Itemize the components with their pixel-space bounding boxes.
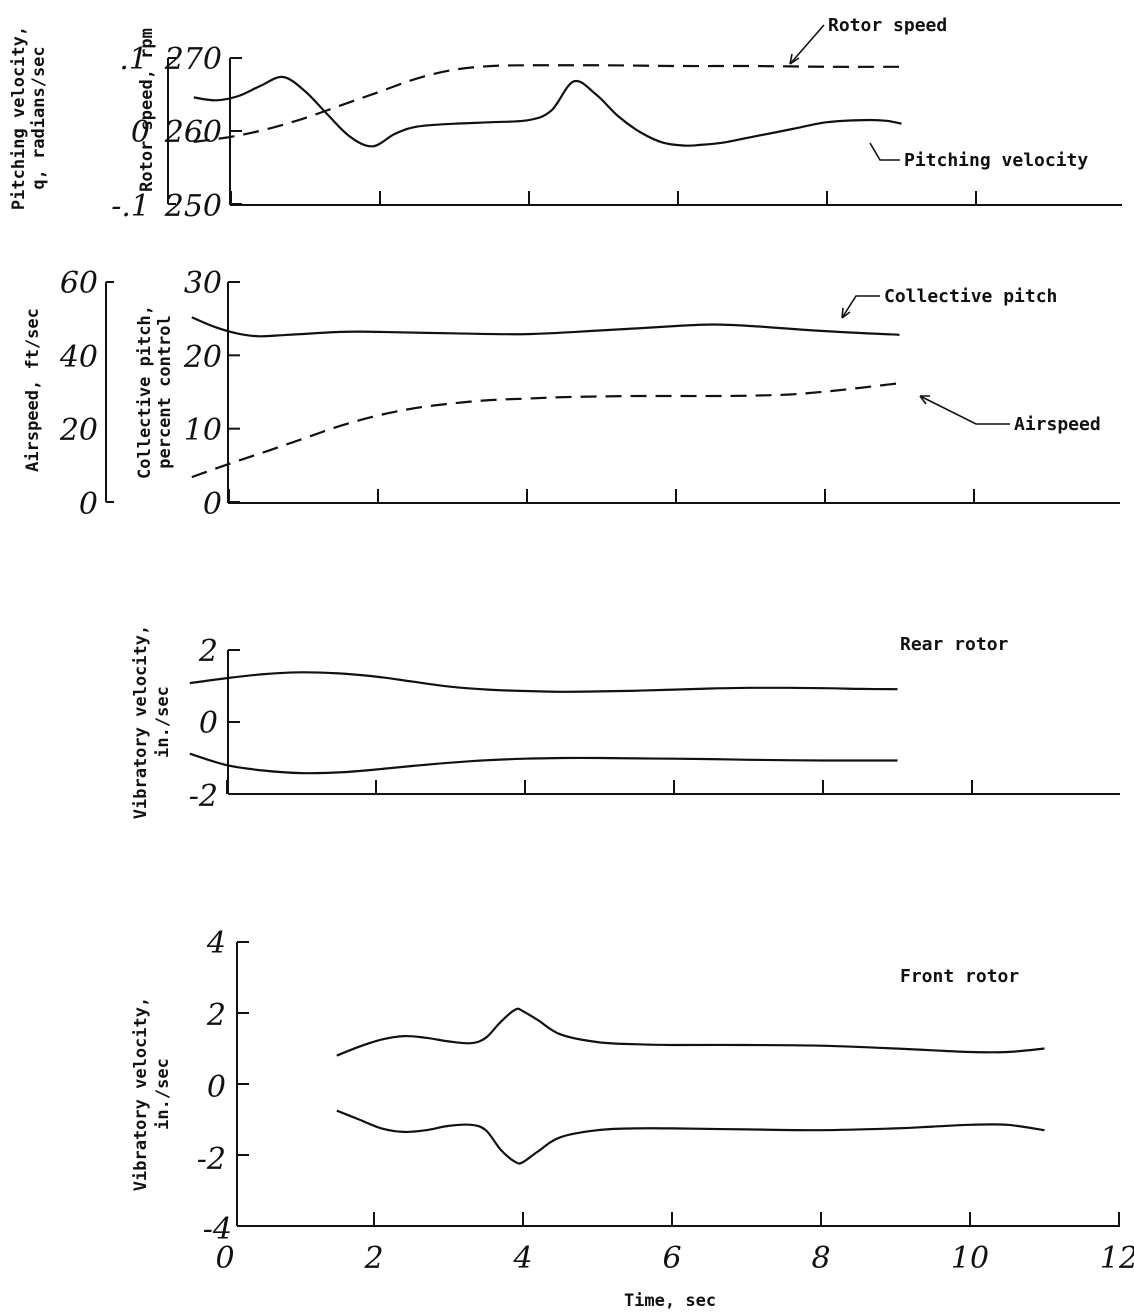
- p1-right-tick-top: 270: [164, 42, 222, 77]
- p3-tick-neg2: -2: [189, 779, 218, 814]
- p2-x-ticks: [228, 489, 975, 503]
- p1-leader-rotor-speed: [789, 24, 825, 65]
- p1-left-tick-top: .1: [119, 42, 148, 77]
- p2-leader-collective: [841, 295, 880, 319]
- p3-tick-2: 2: [198, 634, 218, 669]
- p2-right-tick-10: 10: [184, 413, 222, 448]
- p4-tick-neg4: -4: [203, 1212, 232, 1247]
- series-pitching-velocity: [193, 75, 902, 148]
- series-rear-upper: [189, 671, 898, 693]
- p4-tick-0: 0: [207, 1070, 226, 1105]
- p4-tick-neg2: -2: [197, 1142, 226, 1177]
- x-tick-label-4: 4: [512, 1241, 532, 1276]
- p2-y-label-collective-line1: Collective pitch,: [135, 305, 155, 479]
- p4-y-ticks: [237, 941, 249, 1227]
- p4-y-label-line1: Vibratory velocity,: [131, 997, 151, 1191]
- panel-4: 4 2 0 -2 -4 Vibratory velocity, in./sec …: [131, 926, 1134, 1311]
- p2-left-tick-0: 0: [79, 487, 98, 522]
- p3-tick-0: 0: [199, 706, 218, 741]
- p4-x-ticks: [373, 1212, 1120, 1226]
- p2-y-label-collective-line2: percent control: [155, 315, 175, 469]
- p2-leader-arrow-airspeed: [919, 395, 930, 405]
- p3-y-ticks: [228, 649, 240, 795]
- p3-y-label-line1: Vibratory velocity,: [131, 625, 151, 819]
- p1-y-ticks: [230, 57, 242, 205]
- annotation-pitching-velocity: Pitching velocity: [904, 150, 1088, 171]
- p3-y-label-line2: in./sec: [153, 686, 173, 758]
- p3-x-ticks: [226, 780, 973, 794]
- p2-left-tick-20: 20: [59, 413, 98, 448]
- x-tick-label-2: 2: [363, 1241, 383, 1276]
- p2-leader-airspeed: [919, 395, 1010, 425]
- p4-tick-2: 2: [206, 998, 226, 1033]
- p1-right-tick-bot: 250: [164, 189, 222, 224]
- x-tick-label-0: 0: [215, 1241, 234, 1276]
- p1-y-label-left-line2: q, radians/sec: [29, 46, 49, 189]
- panel-2: 60 40 20 0 30 20 10 0 Airspeed, ft/sec C…: [23, 266, 1120, 522]
- series-front-upper: [336, 1007, 1045, 1057]
- series-rear-lower: [189, 752, 898, 775]
- p1-y-label-left-line1: Pitching velocity,: [9, 26, 29, 210]
- series-collective-pitch: [191, 316, 900, 338]
- x-tick-label-8: 8: [811, 1241, 830, 1276]
- p1-left-tick-bot: -.1: [111, 189, 150, 224]
- annotation-rear-rotor: Rear rotor: [900, 634, 1009, 655]
- p2-left-tick-60: 60: [60, 266, 98, 301]
- p1-right-tick-mid: 260: [164, 115, 222, 150]
- panel-3: 2 0 -2 Vibratory velocity, in./sec Rear …: [131, 625, 1120, 819]
- series-airspeed: [191, 382, 900, 479]
- p1-leader-pitching-velocity: [869, 142, 900, 161]
- x-tick-label-12: 12: [1100, 1241, 1134, 1276]
- x-tick-label-10: 10: [951, 1241, 989, 1276]
- p1-leader-arrow-rotor: [789, 53, 800, 65]
- p2-left-tick-40: 40: [59, 340, 98, 375]
- series-front-lower: [336, 1109, 1045, 1165]
- p2-right-tick-0: 0: [203, 487, 222, 522]
- annotation-collective-pitch: Collective pitch: [884, 286, 1057, 307]
- p1-x-ticks: [230, 191, 977, 205]
- p4-y-label-line2: in./sec: [153, 1058, 173, 1130]
- p2-right-tick-20: 20: [183, 340, 222, 375]
- series-rotor-speed: [193, 64, 902, 143]
- p2-y-label-airspeed: Airspeed, ft/sec: [23, 308, 43, 472]
- p2-right-tick-30: 30: [184, 266, 222, 301]
- annotation-front-rotor: Front rotor: [900, 966, 1019, 987]
- p2-y-ticks: [228, 281, 240, 503]
- p1-y-label-right: Rotor speed, rpm: [137, 28, 157, 192]
- p4-tick-4: 4: [206, 926, 226, 961]
- x-tick-labels: 0 2 4 6 8 10 12: [215, 1241, 1134, 1276]
- annotation-rotor-speed: Rotor speed: [828, 15, 947, 36]
- panel-1: .1 0 -.1 270 260 250 Pitching velocity, …: [9, 15, 1122, 224]
- annotation-airspeed: Airspeed: [1014, 414, 1101, 435]
- p1-left-tick-mid: 0: [131, 115, 150, 150]
- p2-leader-arrow-collective: [841, 307, 851, 319]
- x-axis-title: Time, sec: [624, 1291, 716, 1311]
- x-tick-label-6: 6: [662, 1241, 681, 1276]
